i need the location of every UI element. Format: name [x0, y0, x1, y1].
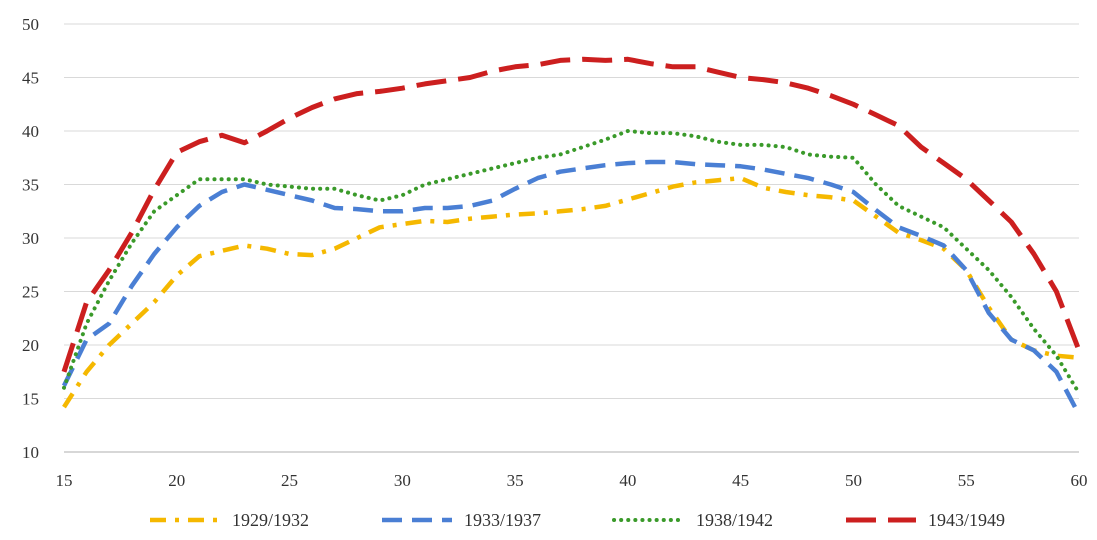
- y-tick-label: 50: [22, 15, 39, 34]
- y-tick-labels: 10 15 20 25 30 35 40 45 50: [22, 15, 39, 462]
- legend-item: 1929/1932: [150, 510, 309, 530]
- legend-item: 1933/1937: [382, 510, 541, 530]
- series-line-1933-1937: [61, 159, 1081, 416]
- legend-item: 1943/1949: [846, 510, 1005, 530]
- x-tick-label: 15: [56, 471, 73, 490]
- legend-label: 1943/1949: [928, 510, 1005, 530]
- y-tick-label: 15: [22, 390, 39, 409]
- x-tick-label: 55: [958, 471, 975, 490]
- legend-label: 1933/1937: [464, 510, 541, 530]
- y-tick-label: 20: [22, 336, 39, 355]
- y-tick-label: 35: [22, 176, 39, 195]
- x-tick-label: 20: [168, 471, 185, 490]
- y-tick-label: 45: [22, 69, 39, 88]
- legend-item: 1938/1942: [612, 510, 773, 530]
- legend: 1929/1932 1933/1937 1938/1942 1943/1949: [150, 510, 1005, 530]
- x-tick-labels: 15 20 25 30 35 40 45 50 55 60: [56, 471, 1088, 490]
- series-line-1929-1932: [62, 175, 1080, 409]
- x-tick-label: 35: [507, 471, 524, 490]
- series-lines: [61, 56, 1082, 416]
- x-tick-label: 40: [619, 471, 636, 490]
- x-tick-label: 50: [845, 471, 862, 490]
- legend-label: 1929/1932: [232, 510, 309, 530]
- x-tick-label: 25: [281, 471, 298, 490]
- x-tick-label: 30: [394, 471, 411, 490]
- y-tick-label: 40: [22, 122, 39, 141]
- y-tick-label: 25: [22, 283, 39, 302]
- gridlines: [64, 23, 1079, 399]
- x-tick-label: 60: [1071, 471, 1088, 490]
- legend-label: 1938/1942: [696, 510, 773, 530]
- x-tick-label: 45: [732, 471, 749, 490]
- series-line-1938-1942: [62, 129, 1081, 396]
- series-line-1943-1949: [61, 56, 1082, 373]
- y-tick-label: 30: [22, 229, 39, 248]
- y-tick-label: 10: [22, 443, 39, 462]
